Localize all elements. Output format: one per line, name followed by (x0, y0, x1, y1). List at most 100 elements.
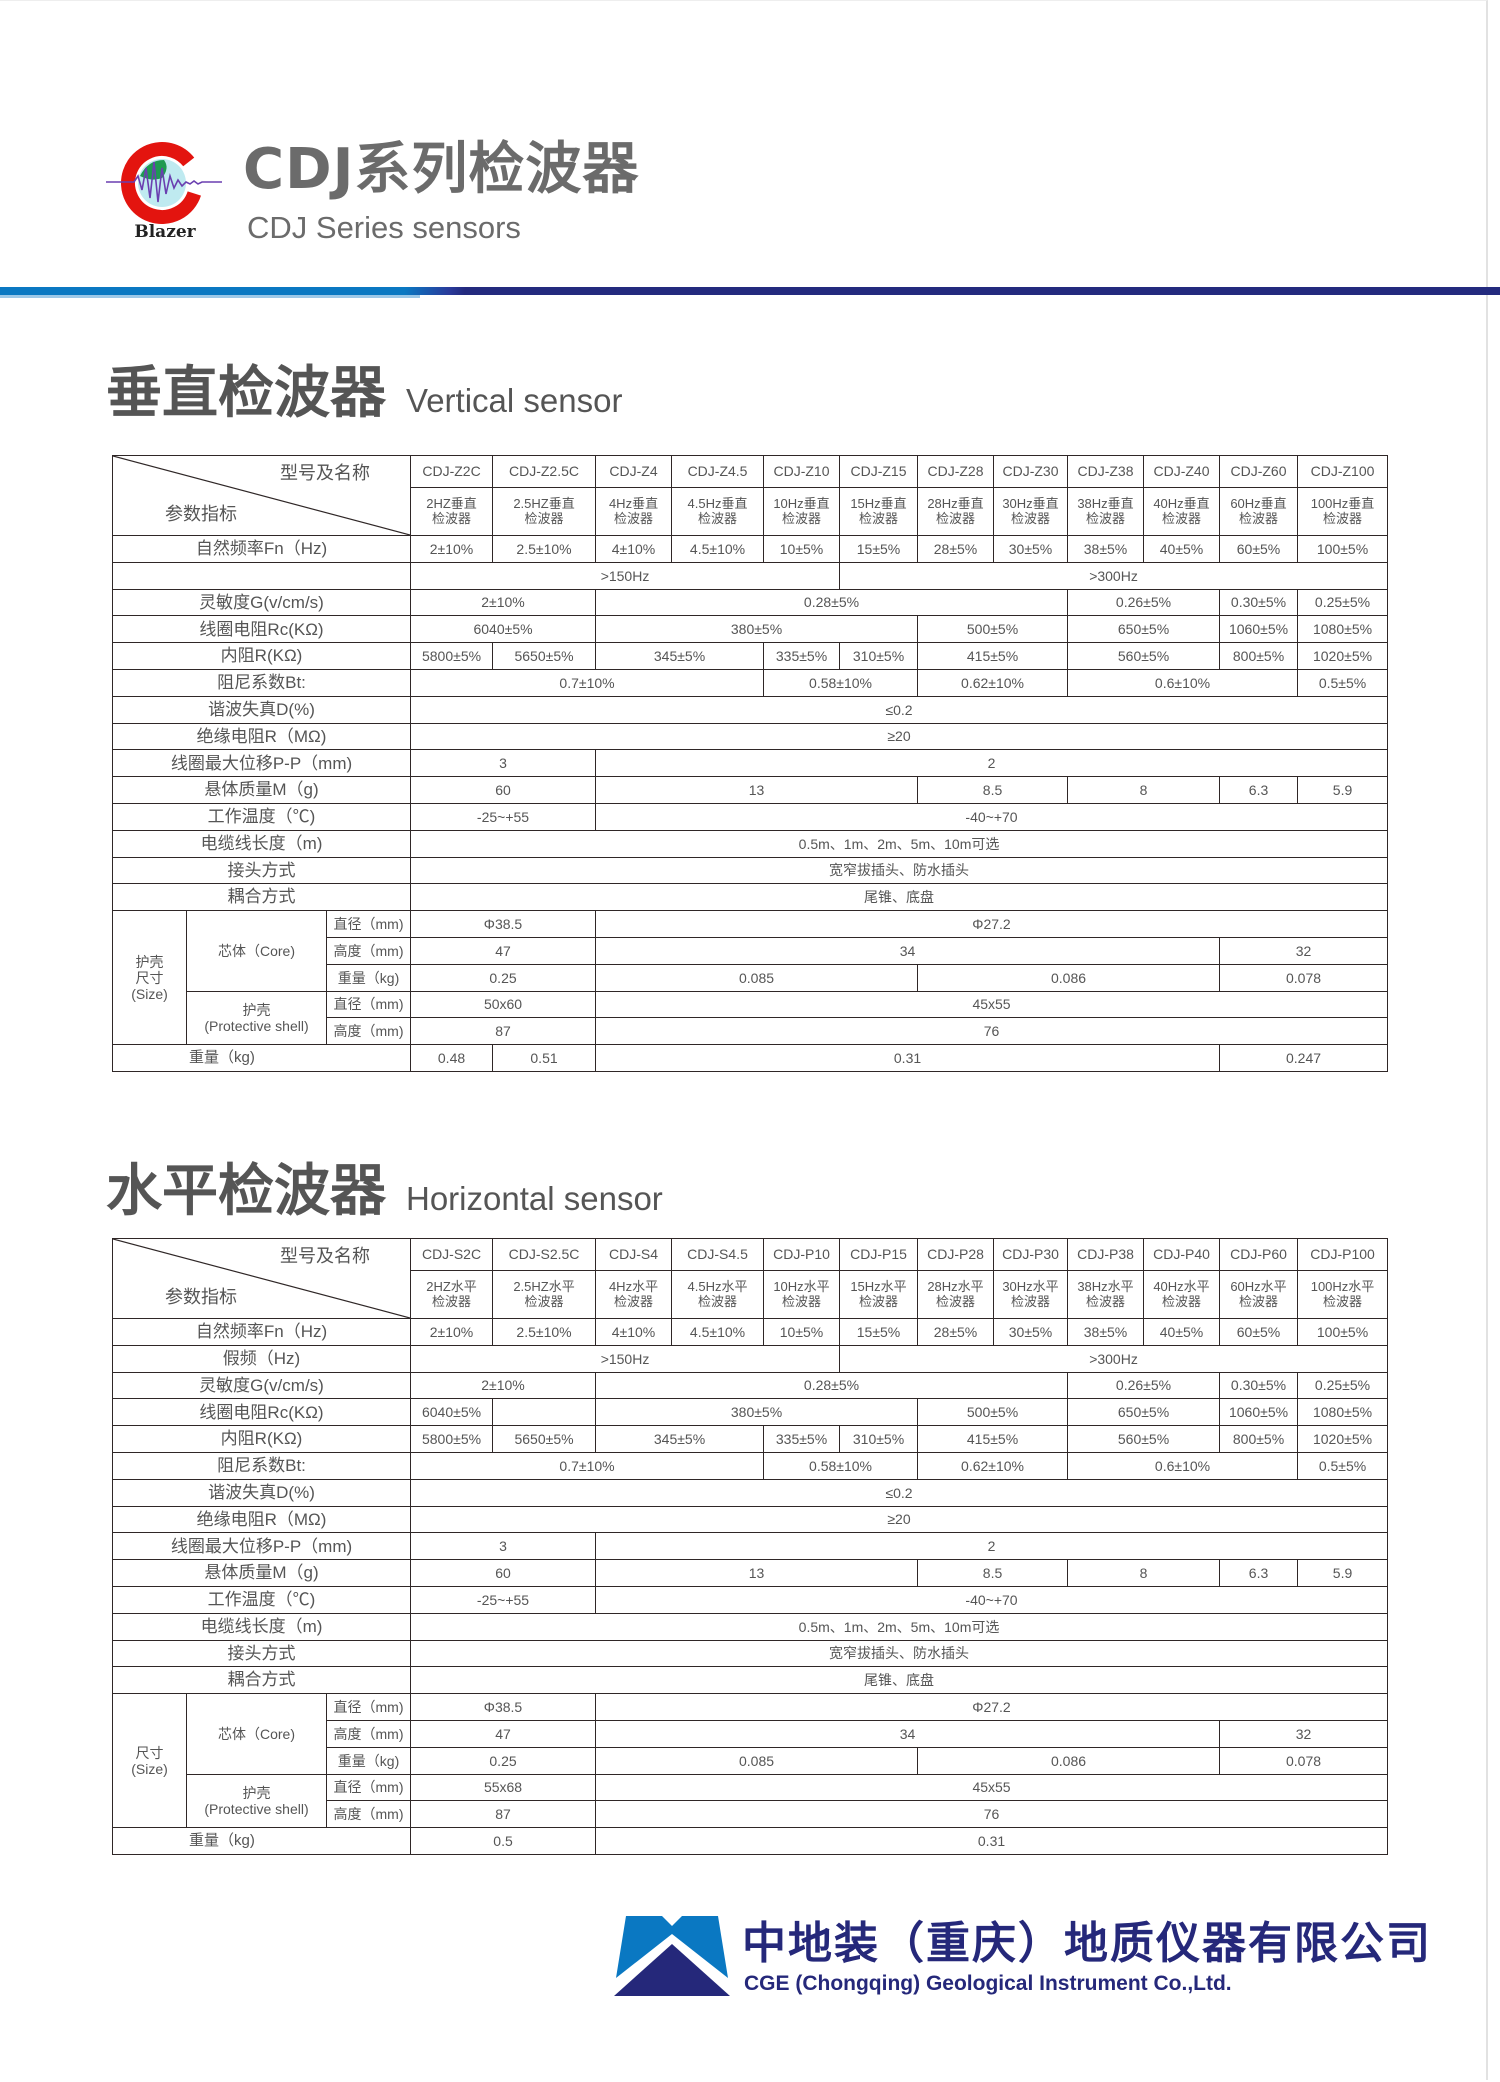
value-cell: 47 (410, 936, 597, 965)
diagonal-divider (113, 456, 410, 535)
table-row-size-core: 护壳 尺寸 (Size) 芯体（Core) 直径（mm) Φ38.5 Φ27.2 (112, 910, 1389, 1046)
model-name-cell: 10Hz水平 检波器 (763, 1270, 841, 1319)
company-name-cn: 中地装（重庆）地质仪器有限公司 (742, 1918, 1432, 1969)
value-cell: ≤0.2 (410, 695, 1389, 724)
model-name-cell: 40Hz垂直 检波器 (1143, 487, 1221, 536)
table-row: 耦合方式 尾锥、底盘 (111, 1666, 1389, 1695)
row-label: 悬体质量M（g) (111, 776, 412, 804)
row-label (111, 561, 412, 590)
header-row-names: 2HZ垂直 检波器 2.5HZ垂直 检波器 4Hz垂直 检波器 4.5Hz垂直 检波器… (113, 487, 1389, 536)
model-code-cell: CDJ-S4.5 (671, 1238, 765, 1271)
header-corner-cell: 型号及名称 参数指标 (111, 1238, 412, 1319)
value-cell: 尾锥、底盘 (410, 1666, 1389, 1695)
horizontal-title-en: Horizontal sensor (406, 1180, 663, 1217)
row-label: 内阻R(KΩ) (111, 642, 412, 670)
value-cell: 28±5% (917, 535, 995, 563)
table-row: 接头方式 宽窄拔插头、防水插头 (111, 856, 1389, 885)
size-sub-label: 高度（mm) (325, 936, 412, 965)
value-cell: 5800±5% (410, 642, 494, 670)
model-name-cell: 30Hz垂直 检波器 (993, 487, 1069, 536)
value-cell: -25~+55 (410, 1585, 597, 1614)
model-code-cell: CDJ-P30 (993, 1238, 1069, 1271)
value-cell: 0.6±10% (1067, 668, 1299, 697)
model-code-cell: CDJ-Z10 (763, 455, 841, 488)
model-code-cell: CDJ-Z28 (917, 455, 995, 488)
value-cell: 38±5% (1067, 1318, 1145, 1346)
row-label: 接头方式 (111, 1639, 412, 1668)
value-cell: 13 (595, 776, 919, 804)
value-cell: 3 (410, 1532, 597, 1561)
size-group-label: 尺寸 (Size) (112, 1693, 187, 1829)
corner-label-parameter: 参数指标 (165, 1287, 237, 1307)
value-cell: 2.5±10% (492, 535, 597, 563)
row-label: 绝缘电阻R（MΩ) (111, 1505, 412, 1534)
value-cell: 55x68 (410, 1773, 597, 1802)
value-cell: 0.086 (917, 963, 1221, 992)
table-row-size-core: 重量（kg) 0.25 0.085 0.086 0.078 (113, 963, 1389, 992)
value-cell: 6.3 (1219, 1559, 1299, 1587)
value-cell: 0.085 (595, 963, 919, 992)
value-cell: >300Hz (839, 1344, 1389, 1373)
value-cell: 32 (1219, 1719, 1389, 1748)
model-code-cell: CDJ-S2C (410, 1238, 494, 1271)
value-cell: 6040±5% (410, 615, 597, 644)
horizontal-spec-table: 型号及名称 参数指标 CDJ-S2C CDJ-S2.5C CDJ-S4 CDJ-S4.5 C… (111, 1238, 1389, 1855)
value-cell: 1060±5% (1219, 615, 1299, 644)
model-name-cell: 100Hz垂直 检波器 (1297, 487, 1389, 536)
value-cell: 60±5% (1219, 535, 1299, 563)
model-name-cell: 28Hz水平 检波器 (917, 1270, 995, 1319)
value-cell: 100±5% (1297, 1318, 1389, 1346)
value-cell: 0.28±5% (595, 588, 1069, 617)
horizontal-section-title: 水平检波器 Horizontal sensor (106, 1160, 663, 1224)
value-cell: 2.5±10% (492, 1318, 597, 1346)
size-sub-label: 高度（mm) (325, 1719, 412, 1748)
value-cell: 2±10% (410, 535, 494, 563)
value-cell: 30±5% (993, 1318, 1069, 1346)
corner-label-model: 型号及名称 (280, 463, 371, 483)
page-title: CDJ系列检波器 (243, 137, 640, 202)
size-sub-label: 直径（mm) (325, 1693, 412, 1721)
value-cell: 34 (595, 936, 1221, 965)
value-cell: 380±5% (595, 615, 919, 644)
value-cell: 4±10% (595, 535, 673, 563)
model-code-cell: CDJ-Z2C (410, 455, 494, 488)
row-label: 重量（kg) (111, 1044, 412, 1072)
row-label: 谐波失真D(%) (111, 1478, 412, 1507)
value-cell: >150Hz (410, 561, 841, 590)
value-cell: 8 (1067, 776, 1221, 804)
table-row-size-shell: 高度（mm) 87 76 (113, 1800, 1389, 1829)
table-row: 自然频率Fn（Hz) 2±10% 2.5±10% 4±10% 4.5±10% 10±5% 1… (111, 535, 1389, 563)
corner-label-parameter: 参数指标 (165, 504, 237, 524)
model-code-cell: CDJ-Z2.5C (492, 455, 597, 488)
value-cell: 2±10% (410, 588, 597, 617)
value-cell: 0.58±10% (763, 668, 919, 697)
model-code-cell: CDJ-Z38 (1067, 455, 1145, 488)
row-label: 线圈电阻Rc(KΩ) (111, 615, 412, 644)
table-row: 自然频率Fn（Hz) 2±10% 2.5±10% 4±10% 4.5±10% 10±5% 1… (111, 1318, 1389, 1346)
model-name-cell: 60Hz水平 检波器 (1219, 1270, 1299, 1319)
value-cell: Φ27.2 (595, 910, 1389, 938)
value-cell: 560±5% (1067, 1425, 1221, 1453)
value-cell: 宽窄拔插头、防水插头 (410, 856, 1389, 885)
model-code-cell: CDJ-P10 (763, 1238, 841, 1271)
value-cell: 0.31 (595, 1827, 1389, 1855)
value-cell: 560±5% (1067, 642, 1221, 670)
model-code-cell: CDJ-Z30 (993, 455, 1069, 488)
value-cell: 650±5% (1067, 615, 1221, 644)
page-subtitle: CDJ Series sensors (247, 210, 521, 245)
table-row: 假频（Hz) >150Hz >300Hz (111, 1344, 1389, 1373)
value-cell: 2 (595, 1532, 1389, 1561)
value-cell: 380±5% (595, 1398, 919, 1427)
table-row-size-core: 高度（mm) 47 34 32 (113, 1719, 1389, 1748)
model-name-cell: 15Hz水平 检波器 (839, 1270, 919, 1319)
value-cell: 0.28±5% (595, 1371, 1069, 1400)
value-cell: 1060±5% (1219, 1398, 1299, 1427)
table-row-weight: 重量（kg) 0.48 0.51 0.31 0.247 (111, 1044, 1389, 1072)
value-cell: 6.3 (1219, 776, 1299, 804)
value-cell: 1020±5% (1297, 1425, 1389, 1453)
table-row-size-shell: 护壳 (Protective shell) 直径（mm) 55x68 45x55 (113, 1773, 1389, 1829)
model-name-cell: 2.5HZ垂直 检波器 (492, 487, 597, 536)
row-label: 灵敏度G(v/cm/s) (111, 1371, 412, 1400)
vertical-section-title: 垂直检波器 Vertical sensor (106, 362, 622, 426)
value-cell: 500±5% (917, 1398, 1069, 1427)
